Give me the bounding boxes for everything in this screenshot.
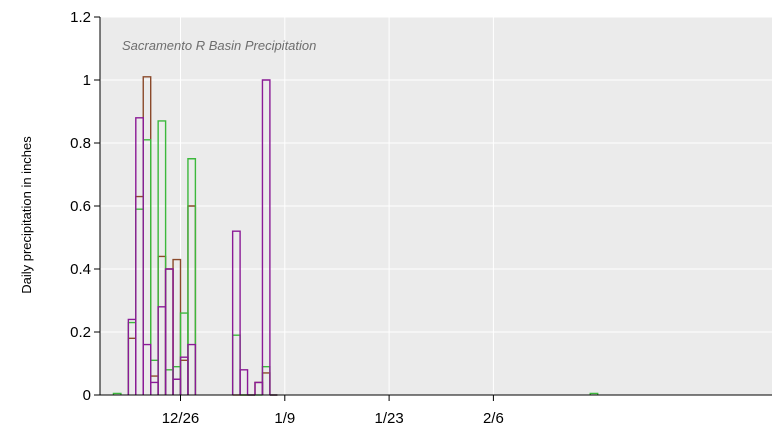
data-bar	[187, 343, 197, 395]
y-tick-label: 0.4	[70, 261, 91, 278]
data-bar	[164, 268, 174, 395]
y-tick-label: 0.2	[70, 324, 91, 341]
data-bar	[231, 230, 241, 395]
data-bar	[135, 117, 144, 395]
data-bar	[261, 79, 271, 395]
data-bar	[112, 392, 122, 395]
x-tick-label: 12/26	[162, 410, 200, 427]
y-tick-label: 0	[83, 387, 91, 404]
x-tick-label: 1/9	[274, 410, 295, 427]
chart-title: Sacramento R Basin Precipitation	[122, 38, 316, 53]
data-bar	[589, 392, 599, 395]
series-layer	[112, 76, 599, 396]
y-axis-label: Daily precipitation in inches	[19, 136, 34, 294]
data-bar	[239, 369, 249, 395]
x-tick-label: 2/6	[483, 410, 504, 427]
data-bar	[187, 158, 197, 395]
grid-lines	[100, 16, 772, 396]
data-bar	[142, 343, 152, 395]
y-tick-label: 1	[83, 72, 91, 89]
y-tick-label: 1.2	[70, 9, 91, 26]
y-tick-label: 0.6	[70, 198, 91, 215]
y-tick-label: 0.8	[70, 135, 91, 152]
axes: 0 0.2 0.4 0.6 0.8 1 1.2 12/26 1/9 1/23 2/6	[70, 9, 772, 427]
data-bar	[157, 120, 167, 395]
x-tick-label: 1/23	[374, 410, 403, 427]
